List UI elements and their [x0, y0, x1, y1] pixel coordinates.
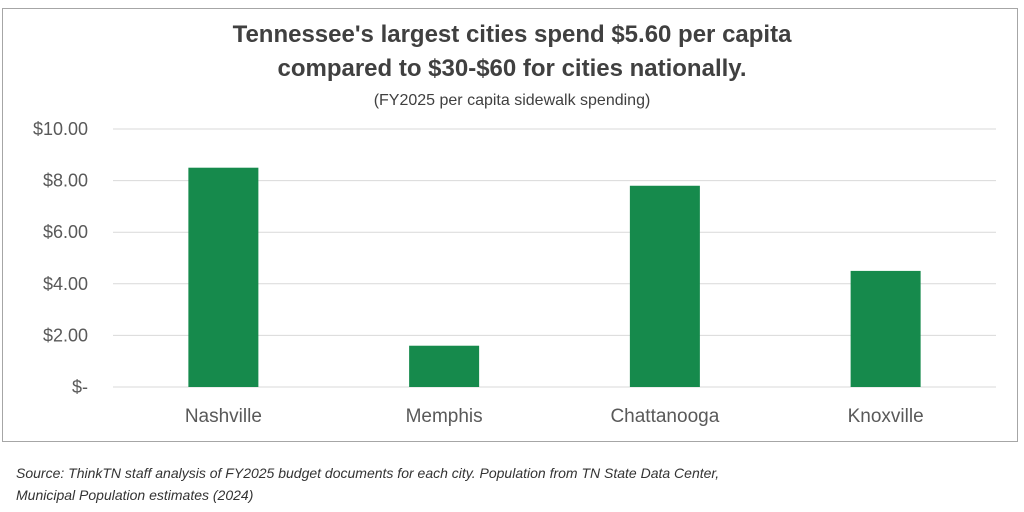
y-tick-label: $8.00 — [43, 171, 88, 191]
source-line-1: Source: ThinkTN staff analysis of FY2025… — [16, 465, 720, 481]
source-note: Source: ThinkTN staff analysis of FY2025… — [16, 462, 719, 506]
source-line-2: Municipal Population estimates (2024) — [16, 487, 254, 503]
y-tick-label: $10.00 — [33, 119, 88, 139]
bar-knoxville — [850, 270, 921, 387]
y-tick-label: $4.00 — [43, 274, 88, 294]
y-tick-label: $2.00 — [43, 325, 88, 345]
bar-chattanooga — [629, 185, 700, 387]
chart-title: Tennessee's largest cities spend $5.60 p… — [0, 18, 1024, 86]
y-tick-label: $- — [72, 377, 88, 397]
chart-title-line-1: Tennessee's largest cities spend $5.60 p… — [232, 21, 792, 48]
y-tick-label: $6.00 — [43, 222, 88, 242]
x-tick-label: Knoxville — [848, 406, 924, 427]
bar-memphis — [409, 345, 480, 387]
x-tick-label: Chattanooga — [610, 406, 719, 427]
bar-chart: $- $2.00 $4.00 $6.00 $8.00 $10.00 Nashville Mem… — [33, 119, 996, 427]
x-tick-label: Memphis — [406, 406, 483, 427]
x-tick-label: Nashville — [185, 406, 262, 427]
chart-title-line-2: compared to $30-$60 for cities nationall… — [277, 55, 747, 82]
bar-nashville — [188, 167, 259, 387]
chart-subtitle: (FY2025 per capita sidewalk spending) — [373, 92, 651, 109]
chart-frame — [2, 8, 1018, 442]
